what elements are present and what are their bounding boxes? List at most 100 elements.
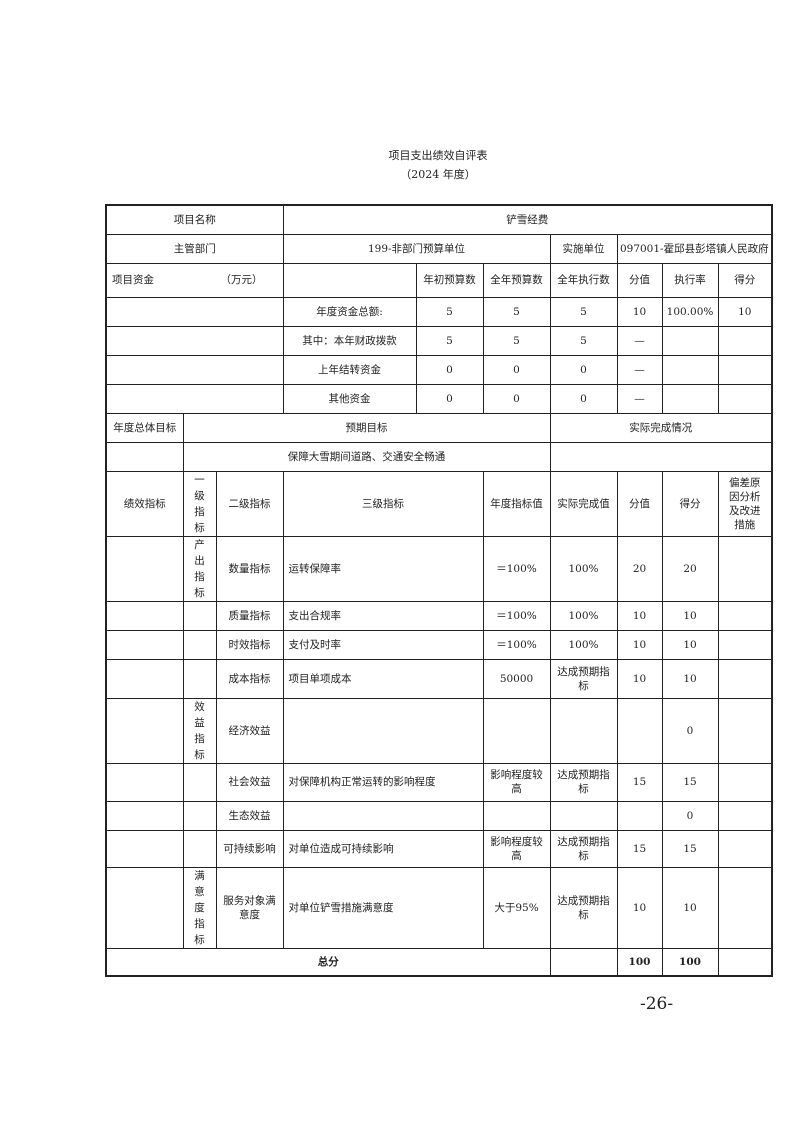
funds-row-label: 上年结转资金 — [282, 354, 417, 385]
funds-header: 分值 — [616, 262, 663, 298]
target-value: 影响程度较高 — [482, 762, 551, 802]
funds-header: 全年执行数 — [549, 262, 618, 298]
level1-indicator — [182, 829, 217, 868]
indicator-row: 成本指标 项目单项成本 50000 达成预期指标 10 10 — [105, 658, 773, 699]
level2-indicator: 质量指标 — [215, 600, 284, 631]
expected-goal-label: 预期目标 — [182, 412, 551, 443]
blank-cell — [105, 325, 284, 356]
level1-indicator: 产出指标 — [182, 535, 217, 602]
ind-header: 年度指标值 — [482, 470, 551, 537]
indicator-row: 社会效益 对保障机构正常运转的影响程度 影响程度较高 达成预期指标 15 15 — [105, 762, 773, 802]
blank-cell — [105, 629, 184, 660]
level3-indicator: 运转保障率 — [282, 535, 484, 602]
level1-indicator: 效益指标 — [182, 697, 217, 764]
deviation-cell — [717, 866, 773, 949]
actual-value — [549, 697, 618, 764]
blank-cell — [105, 296, 284, 327]
level1-indicator — [182, 658, 217, 699]
indicator-row: 产出指标 数量指标 运转保障率 ＝100% 100% 20 20 — [105, 535, 773, 602]
level2-indicator: 成本指标 — [215, 658, 284, 699]
funds-value: 10 — [616, 296, 663, 327]
ind-header-text: 一级指标 — [194, 473, 205, 534]
level1-indicator-text: 满意度指标 — [194, 869, 205, 946]
blank-cell — [105, 354, 284, 385]
level1-indicator — [182, 600, 217, 631]
level1-indicator-text: 效益指标 — [194, 700, 205, 761]
target-value: ＝100% — [482, 600, 551, 631]
funds-value: — — [616, 383, 663, 414]
ind-header: 实际完成值 — [549, 470, 618, 537]
blank-cell — [282, 262, 417, 298]
target-value — [482, 697, 551, 764]
level1-indicator — [182, 629, 217, 660]
blank-cell — [105, 866, 184, 949]
funds-value: 0 — [549, 354, 618, 385]
deviation-cell — [717, 658, 773, 699]
level3-indicator — [282, 800, 484, 831]
target-value — [482, 800, 551, 831]
funds-value: 10 — [717, 296, 773, 327]
weight-value: 15 — [616, 829, 663, 868]
funds-header: 年初预算数 — [415, 262, 484, 298]
score-value: 0 — [661, 800, 719, 831]
funds-label: 项目资金 （万元） — [105, 262, 284, 298]
score-value: 20 — [661, 535, 719, 602]
funds-row: 其中：本年财政拨款 5 5 5— — [105, 325, 773, 356]
ind-header: 分值 — [616, 470, 663, 537]
funds-value: 0 — [415, 354, 484, 385]
actual-goal — [549, 441, 773, 472]
funds-value — [661, 383, 719, 414]
level3-indicator: 支付及时率 — [282, 629, 484, 660]
ind-header: 偏差原因分析及改进措施 — [717, 470, 773, 537]
impl-unit: 097001-霍邱县彭塔镇人民政府 — [616, 233, 773, 264]
funds-header: 执行率 — [661, 262, 719, 298]
score-value: 10 — [661, 629, 719, 660]
funds-value: — — [616, 354, 663, 385]
level2-indicator: 时效指标 — [215, 629, 284, 660]
level1-indicator: 满意度指标 — [182, 866, 217, 949]
deviation-cell — [717, 600, 773, 631]
weight-value — [616, 800, 663, 831]
actual-value: 达成预期指标 — [549, 829, 618, 868]
page-number: -26- — [640, 994, 674, 1014]
blank-cell — [105, 658, 184, 699]
weight-value: 20 — [616, 535, 663, 602]
funds-value — [717, 325, 773, 356]
indicator-row: 满意度指标 服务对象满意度 对单位铲雪措施满意度 大于95% 达成预期指标 10 10 — [105, 866, 773, 949]
expected-goal: 保障大雪期间道路、交通安全畅通 — [182, 441, 551, 472]
actual-value: 达成预期指标 — [549, 762, 618, 802]
dept: 199-非部门预算单位 — [282, 233, 551, 264]
weight-value: 10 — [616, 600, 663, 631]
funds-value — [661, 325, 719, 356]
target-value: ＝100% — [482, 629, 551, 660]
level3-indicator: 项目单项成本 — [282, 658, 484, 699]
level3-indicator — [282, 697, 484, 764]
deviation-cell — [717, 829, 773, 868]
ind-header-text: 偏差原因分析及改进措施 — [729, 476, 761, 531]
funds-value: 5 — [549, 325, 618, 356]
funds-value: 0 — [482, 383, 551, 414]
score-value: 15 — [661, 829, 719, 868]
funds-value: 5 — [482, 325, 551, 356]
score-value: 0 — [661, 697, 719, 764]
deviation-cell — [717, 535, 773, 602]
funds-value: 5 — [415, 296, 484, 327]
level3-indicator: 对单位造成可持续影响 — [282, 829, 484, 868]
weight-value: 15 — [616, 762, 663, 802]
level2-indicator: 数量指标 — [215, 535, 284, 602]
blank-cell — [549, 947, 618, 977]
actual-value: 100% — [549, 629, 618, 660]
funds-row: 上年结转资金 0 0 0— — [105, 354, 773, 385]
actual-goal-label: 实际完成情况 — [549, 412, 773, 443]
self-evaluation-table: 项目名称 铲雪经费 主管部门 199-非部门预算单位 实施单位 097001-霍邱县彭塔… — [105, 204, 774, 977]
funds-value: 100.00% — [661, 296, 719, 327]
actual-value — [549, 800, 618, 831]
funds-value: 0 — [482, 354, 551, 385]
blank-cell — [105, 829, 184, 868]
indicator-row: 生态效益 0 — [105, 800, 773, 831]
deviation-cell — [717, 697, 773, 764]
level3-indicator: 支出合规率 — [282, 600, 484, 631]
ind-header: 一级指标 — [182, 470, 217, 537]
deviation-cell — [717, 800, 773, 831]
